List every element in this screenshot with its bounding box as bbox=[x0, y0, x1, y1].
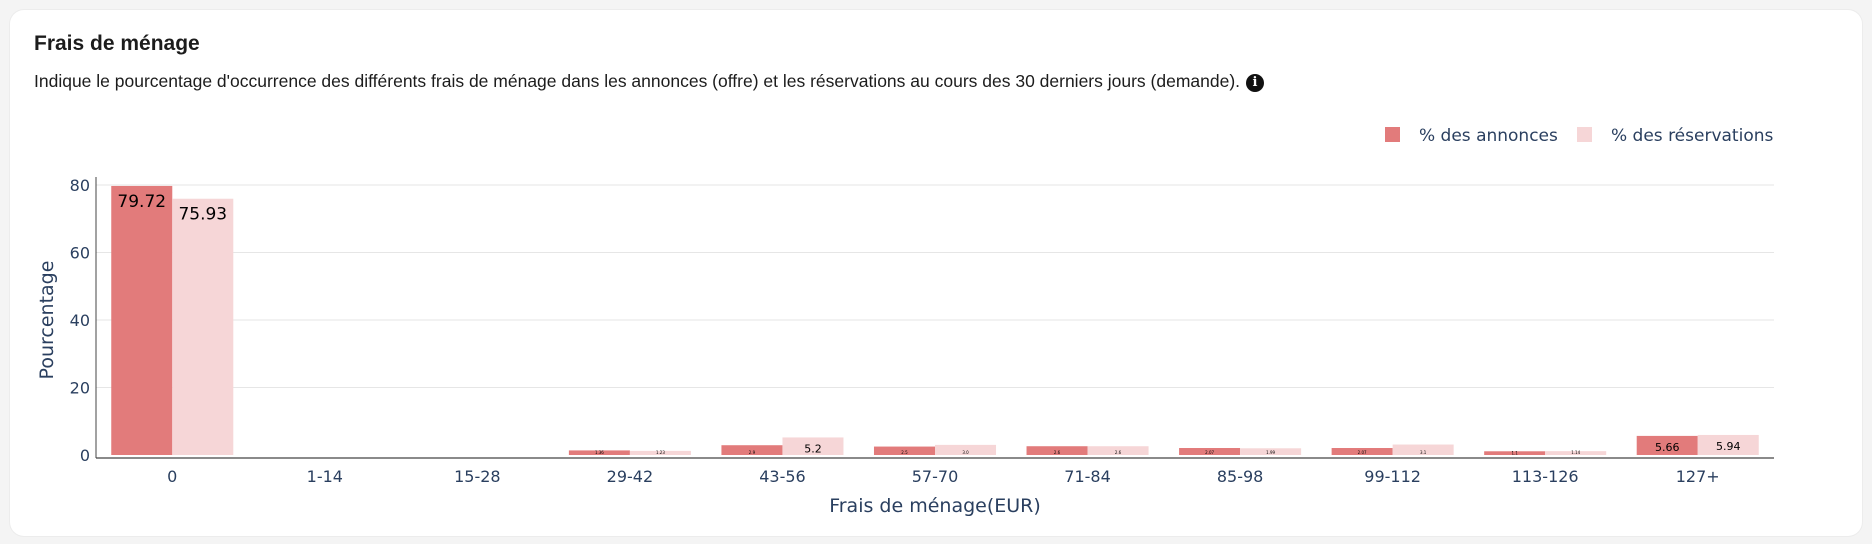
y-tick-label: 80 bbox=[70, 176, 90, 195]
y-tick-label: 20 bbox=[70, 379, 90, 398]
bar-data-label: 2.9 bbox=[749, 450, 756, 455]
legend-reservations-swatch[interactable] bbox=[1577, 127, 1592, 142]
bar-reservations[interactable] bbox=[1392, 444, 1454, 455]
bar-annonces[interactable] bbox=[111, 185, 173, 455]
chart-title: Frais de ménage bbox=[34, 32, 200, 55]
bar-reservations[interactable] bbox=[782, 437, 844, 455]
bar-data-label: 1.23 bbox=[656, 450, 665, 455]
x-tick-label: 127+ bbox=[1676, 467, 1720, 486]
x-tick-label: 71-84 bbox=[1064, 467, 1111, 486]
x-tick-label: 0 bbox=[167, 467, 177, 486]
x-tick-label: 99-112 bbox=[1364, 467, 1421, 486]
bar-data-label: 1.14 bbox=[1571, 450, 1580, 455]
info-icon[interactable]: i bbox=[1246, 74, 1265, 92]
y-tick-label: 60 bbox=[70, 244, 90, 263]
bar-reservations[interactable] bbox=[1545, 451, 1607, 455]
y-axis-title: Pourcentage bbox=[36, 261, 58, 380]
bar-annonces[interactable] bbox=[1484, 451, 1546, 455]
bar-annonces[interactable] bbox=[1636, 435, 1698, 455]
chart-description: Indique le pourcentage d'occurrence des … bbox=[34, 71, 1265, 92]
bar-reservations[interactable] bbox=[935, 444, 997, 455]
bar-annonces[interactable] bbox=[568, 450, 630, 455]
x-tick-label: 85-98 bbox=[1217, 467, 1264, 486]
bar-data-label: 3.0 bbox=[962, 450, 969, 455]
bar-data-label: 1.1 bbox=[1511, 450, 1518, 455]
bar-data-label: 2.07 bbox=[1358, 450, 1367, 455]
bar-data-label: 1.99 bbox=[1266, 450, 1275, 455]
x-tick-label: 29-42 bbox=[607, 467, 654, 486]
bar-annonces[interactable] bbox=[1179, 448, 1241, 455]
bar-data-label: 2.07 bbox=[1205, 450, 1214, 455]
bar-annonces[interactable] bbox=[1026, 446, 1088, 455]
legend-annonces-label[interactable]: % des annonces bbox=[1419, 126, 1558, 146]
bar-data-label: 5.94 bbox=[1716, 440, 1741, 453]
x-tick-label: 1-14 bbox=[307, 467, 343, 486]
bar-data-label: 2.5 bbox=[901, 450, 908, 455]
bar-data-label: 3.1 bbox=[1420, 450, 1427, 455]
bar-data-label: 75.93 bbox=[178, 205, 227, 225]
bar-data-label: 2.6 bbox=[1115, 450, 1122, 455]
bar-reservations[interactable] bbox=[172, 198, 234, 455]
x-tick-label: 43-56 bbox=[759, 467, 806, 486]
bar-reservations[interactable] bbox=[629, 450, 691, 455]
bar-data-label: 2.6 bbox=[1054, 450, 1061, 455]
bar-reservations[interactable] bbox=[1240, 448, 1302, 455]
bar-annonces[interactable] bbox=[721, 445, 783, 455]
y-tick-label: 40 bbox=[70, 311, 90, 330]
bar-annonces[interactable] bbox=[1331, 448, 1393, 455]
bar-reservations[interactable] bbox=[1087, 446, 1149, 455]
description-text: Indique le pourcentage d'occurrence des … bbox=[34, 71, 1241, 91]
legend-annonces-swatch[interactable] bbox=[1385, 127, 1400, 142]
bar-data-label: 79.72 bbox=[117, 192, 166, 212]
bar-annonces[interactable] bbox=[873, 446, 935, 455]
x-tick-label: 15-28 bbox=[454, 467, 501, 486]
x-tick-label: 113-126 bbox=[1512, 467, 1579, 486]
x-tick-label: 57-70 bbox=[912, 467, 959, 486]
bar-data-label: 5.66 bbox=[1655, 441, 1680, 454]
x-axis-title: Frais de ménage(EUR) bbox=[829, 495, 1041, 517]
bar-data-label: 1.36 bbox=[595, 450, 604, 455]
y-tick-label: 0 bbox=[80, 446, 90, 465]
legend-reservations-label[interactable]: % des réservations bbox=[1611, 126, 1773, 146]
bar-reservations[interactable] bbox=[1697, 434, 1759, 455]
bar-data-label: 5.2 bbox=[804, 442, 822, 455]
